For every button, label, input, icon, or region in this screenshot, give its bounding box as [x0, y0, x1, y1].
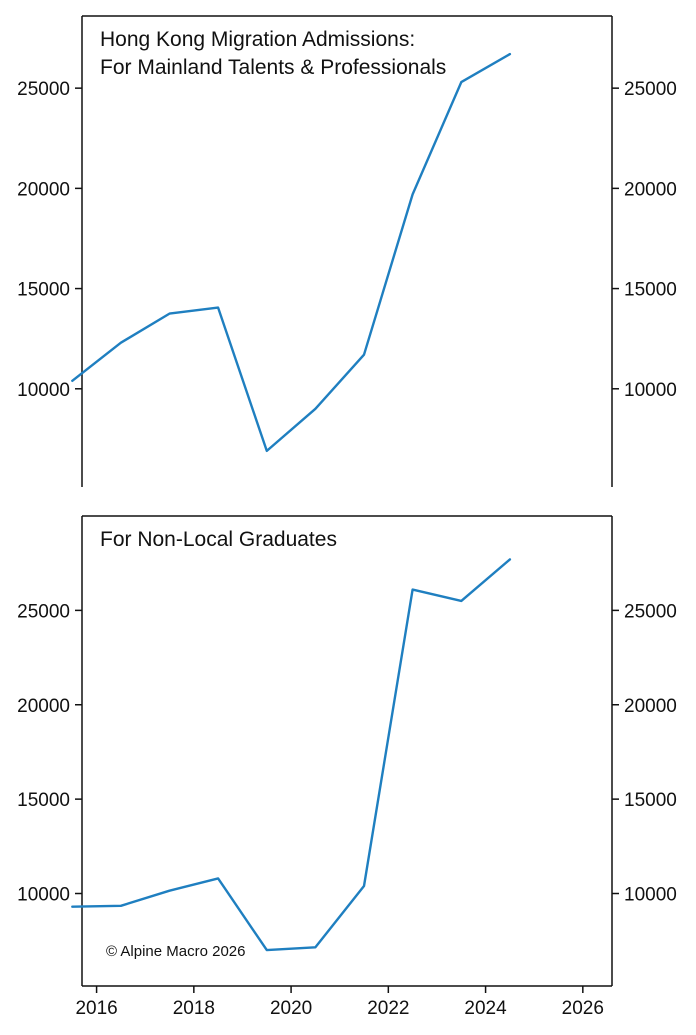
panel-2-y-tick-label-left: 25000: [17, 601, 70, 622]
panel-1-y-tick-label-left: 10000: [17, 380, 70, 401]
panel-2-y-tick-label-left: 10000: [17, 885, 70, 906]
panel-2-y-tick-label-left: 15000: [17, 790, 70, 811]
x-tick-label: 2022: [367, 998, 409, 1019]
panel-2-y-tick-label-left: 20000: [17, 696, 70, 717]
panel-2-y-tick-label-right: 10000: [624, 885, 677, 906]
x-tick-label: 2016: [75, 998, 117, 1019]
panel-1-series-line: [71, 52, 512, 453]
panel-2-y-tick-label-right: 25000: [624, 601, 677, 622]
panel-2-title-line-1: For Non-Local Graduates: [100, 528, 337, 551]
x-tick-label: 2018: [173, 998, 215, 1019]
x-tick-label: 2026: [562, 998, 604, 1019]
x-tick-label: 2020: [270, 998, 312, 1019]
panel-1-title-line-1: Hong Kong Migration Admissions:: [100, 28, 415, 51]
panel-2-series-line: [71, 558, 512, 952]
copyright-annotation: © Alpine Macro 2026: [106, 943, 245, 960]
panel-1-title-line-2: For Mainland Talents & Professionals: [100, 56, 446, 79]
panel-1-y-tick-label-left: 25000: [17, 79, 70, 100]
panel-2-y-tick-label-right: 20000: [624, 696, 677, 717]
x-tick-label: 2024: [464, 998, 507, 1019]
panel-1-y-tick-label-right: 25000: [624, 79, 677, 100]
panel-1-y-tick-label-left: 20000: [17, 179, 70, 200]
panel-1-y-tick-label-right: 20000: [624, 179, 677, 200]
panel-1-y-tick-label-right: 10000: [624, 380, 677, 401]
panel-1-y-tick-label-left: 15000: [17, 280, 70, 301]
panel-1-y-tick-label-right: 15000: [624, 280, 677, 301]
panel-2-y-tick-label-right: 15000: [624, 790, 677, 811]
